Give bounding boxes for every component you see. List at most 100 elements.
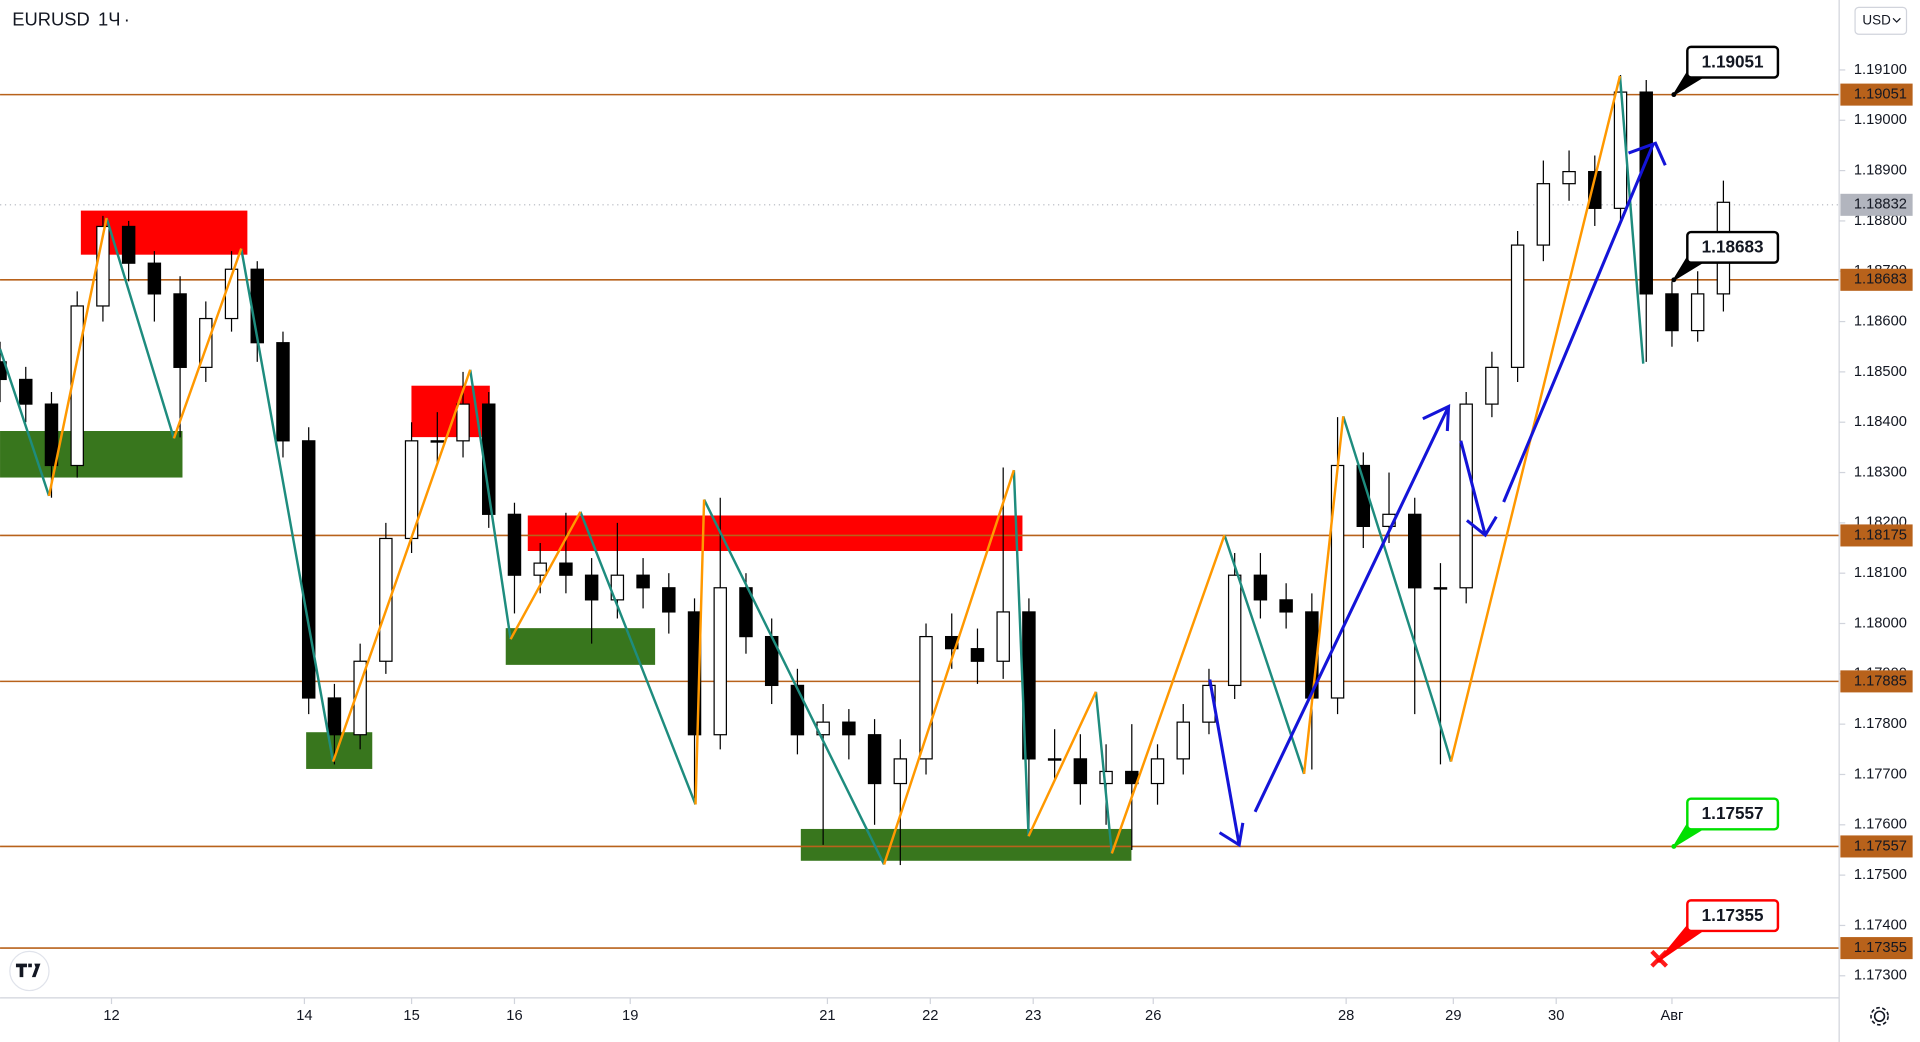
candle-body [353, 660, 367, 736]
candle-body [1150, 758, 1165, 785]
candle-body [1562, 170, 1576, 185]
y-tick-label: 1.18900 [1854, 162, 1907, 178]
level-tag [1840, 937, 1913, 960]
demand-zone [505, 628, 656, 665]
currency-caret[interactable] [1892, 17, 1901, 23]
y-tick-label: 1.18800 [1854, 213, 1907, 229]
zigzag-up [47, 75, 1622, 865]
candle-body [1588, 170, 1602, 209]
demand-zone [800, 828, 1132, 861]
currency[interactable]: USD [1862, 12, 1891, 27]
supply-zone [527, 515, 1023, 551]
candle-body [1408, 513, 1422, 589]
y-tick-label: 1.17600 [1854, 817, 1907, 833]
callout-anchor [1671, 277, 1677, 283]
candle-body [1253, 574, 1268, 601]
y-tick-label: 1.19100 [1854, 62, 1907, 78]
candle-body [147, 262, 162, 295]
y-tick-label: 1.18100 [1854, 565, 1907, 581]
x-axis: 12 14 15 16 19 21 22 23 26 28 29 30 Авг [103, 997, 1683, 1024]
candle-body [1459, 403, 1473, 589]
x-tick-label: 21 [819, 1008, 835, 1024]
y-tick-label: 1.17400 [1854, 917, 1907, 933]
callout-label: 1.17355 [1702, 905, 1764, 925]
y-axis: 1.191001.190001.189001.188001.187001.186… [1839, 62, 1913, 984]
x-tick-label: 23 [1025, 1008, 1041, 1024]
level-tag [1840, 524, 1913, 547]
candle-body [1227, 574, 1242, 687]
price-axis [1839, 0, 1920, 1042]
callout-anchor [1671, 92, 1677, 98]
callout-label: 1.18683 [1702, 236, 1764, 256]
level-label: 1.18683 [1854, 272, 1907, 288]
candle-body [173, 293, 187, 368]
interval: 1Ч [98, 9, 120, 30]
candle-body [584, 574, 599, 601]
y-tick-label: 1.18500 [1854, 364, 1907, 380]
callout-box [1686, 45, 1780, 79]
level-tag [1840, 83, 1913, 106]
candle-body [121, 225, 136, 264]
x-tick-label: 19 [622, 1008, 638, 1024]
callouts: 1.19051 1.18683 1.17557 1.17355 [1656, 45, 1780, 963]
y-tick-label: 1.19000 [1854, 112, 1907, 128]
candle-body [507, 513, 522, 576]
candle-body [456, 403, 470, 442]
last-price-label: 1.18832 [1854, 197, 1907, 213]
x-tick-label: 22 [922, 1008, 938, 1024]
x-tick-label: 15 [403, 1008, 419, 1024]
symbol: EURUSD [12, 9, 90, 30]
level-tag [1840, 268, 1913, 291]
candle-body [1510, 244, 1525, 368]
candle-body [970, 648, 985, 662]
candle-body [636, 574, 650, 589]
candle-body [301, 440, 316, 699]
level-label: 1.18175 [1854, 527, 1907, 543]
level-tag [1840, 670, 1913, 693]
level-tag [1840, 835, 1913, 858]
callout-box [1686, 797, 1780, 831]
y-tick-label: 1.18000 [1854, 615, 1907, 631]
candle-body [1536, 183, 1551, 246]
x-tick-label: 16 [506, 1008, 522, 1024]
candle-body [1176, 721, 1190, 760]
x-tick-label: 12 [103, 1008, 119, 1024]
y-tick-label: 1.18400 [1854, 414, 1907, 430]
candle-body [867, 734, 882, 785]
candle-body [1073, 758, 1088, 785]
candle-body [533, 562, 547, 576]
candle-body [19, 378, 33, 405]
candle-body [1279, 599, 1293, 613]
forecast-arrows [1208, 141, 1667, 848]
y-tick-label: 1.17700 [1854, 766, 1907, 782]
candle-body [276, 342, 290, 442]
candle-body [1099, 770, 1113, 785]
candle-body [996, 611, 1010, 662]
x-tick-label: 29 [1445, 1008, 1461, 1024]
x-tick-label: 30 [1548, 1008, 1564, 1024]
candle-body [1639, 91, 1653, 295]
candle-body [559, 562, 573, 576]
zigzag-down [0, 75, 1645, 865]
callout-box [1686, 230, 1780, 264]
demand-zone [0, 431, 183, 478]
candle-body [1433, 587, 1448, 590]
y-tick-label: 1.17500 [1854, 867, 1907, 883]
level-label: 1.19051 [1854, 86, 1907, 102]
x-tick-label: Авг [1660, 1008, 1683, 1024]
currency-button[interactable] [1854, 6, 1908, 35]
x-tick-label: 14 [296, 1008, 312, 1024]
level-label: 1.17885 [1854, 673, 1907, 689]
callout-label: 1.19051 [1702, 51, 1764, 71]
candle-body [379, 537, 393, 662]
level-label: 1.17557 [1854, 838, 1907, 854]
demand-zone [306, 732, 373, 769]
settings-icon[interactable] [1870, 1006, 1889, 1026]
callout-box [1686, 899, 1780, 933]
x-tick-label: 26 [1145, 1008, 1161, 1024]
candle-body [430, 440, 445, 443]
y-tick-label: 1.18600 [1854, 313, 1907, 329]
x-tick-label: 28 [1338, 1008, 1354, 1024]
logo [9, 950, 50, 992]
